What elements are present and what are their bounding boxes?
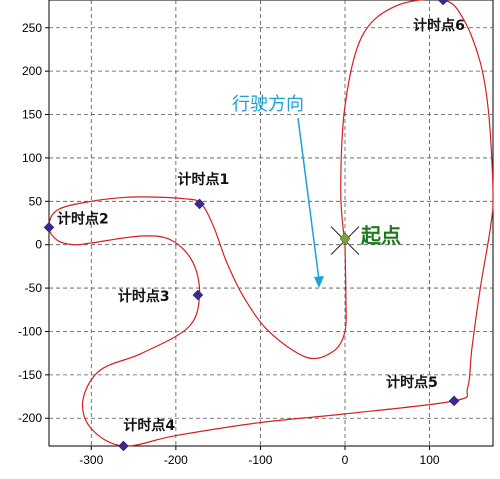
timing-point-marker	[192, 289, 204, 301]
y-tick-label: -200	[18, 411, 42, 425]
y-tick-label: 150	[22, 108, 42, 122]
x-tick-label: -200	[164, 453, 188, 467]
y-tick-label: 100	[22, 151, 42, 165]
track-line	[48, 0, 494, 447]
y-tick-label: -100	[18, 324, 42, 338]
timing-point-label: 计时点2	[57, 210, 109, 227]
timing-point-label: 计时点1	[178, 171, 230, 188]
x-tick-label: -300	[79, 453, 103, 467]
timing-point-label: 计时点6	[413, 17, 465, 34]
timing-points: 计时点1 计时点2 计时点3 计时点4 计时点5 计时点6	[43, 0, 465, 452]
direction-arrow	[297, 117, 324, 288]
timing-point-marker	[437, 0, 449, 6]
timing-point-label: 计时点3	[118, 288, 170, 305]
y-tick-label: -50	[25, 281, 43, 295]
y-tick-label: 0	[35, 238, 42, 252]
timing-point-label: 计时点5	[386, 374, 438, 391]
start-marker	[330, 226, 360, 255]
timing-point-marker	[448, 395, 460, 407]
axis-ticks: -300 -200 -100 0 100 250 200 150 100 50 0 -50 -100 -1…	[18, 21, 440, 467]
y-tick-label: 200	[22, 64, 42, 78]
grid	[49, 0, 493, 446]
start-label: 起点	[360, 224, 401, 248]
x-tick-label: -100	[248, 453, 272, 467]
y-tick-label: 250	[22, 21, 42, 35]
direction-label: 行驶方向	[232, 94, 304, 115]
x-tick-label: 100	[420, 453, 440, 467]
y-tick-label: 50	[29, 194, 43, 208]
timing-point-marker	[118, 440, 129, 452]
timing-point-marker	[194, 198, 205, 210]
x-tick-label: 0	[342, 453, 349, 467]
y-tick-label: -150	[18, 368, 42, 382]
plot-frame	[48, 0, 494, 447]
timing-point-marker	[43, 221, 55, 233]
timing-point-label: 计时点4	[123, 417, 175, 434]
start-point	[339, 232, 351, 246]
